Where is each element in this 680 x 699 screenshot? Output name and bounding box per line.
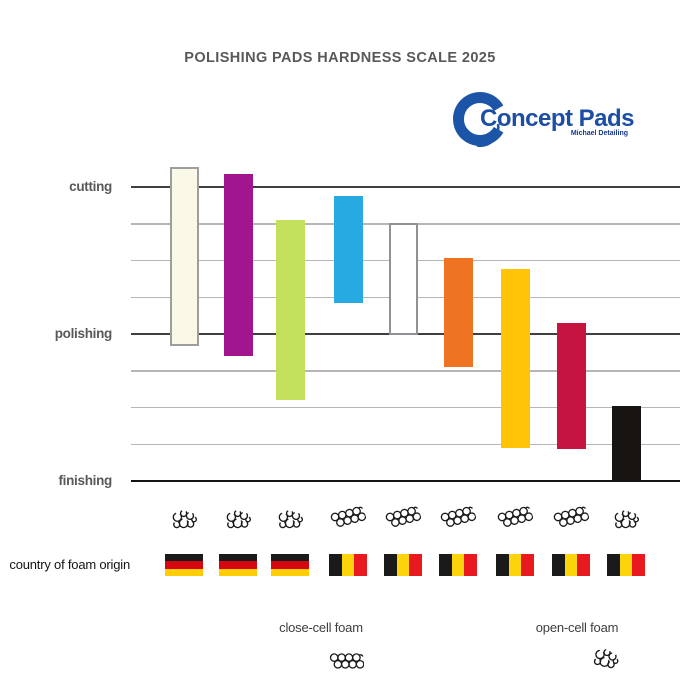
flag-stripe [271, 568, 309, 576]
flag-stripe [219, 561, 257, 569]
flag-stripe [464, 554, 478, 576]
flag-stripe [165, 568, 203, 576]
flag-stripe [577, 554, 591, 576]
pad-bar-blue [333, 196, 363, 304]
gridline-minor [131, 406, 680, 409]
flag-stripe [271, 554, 309, 562]
close-cell-foam-icon [329, 652, 365, 675]
brand-tagline: Michael Detailing [570, 130, 628, 137]
flag-germany [271, 554, 309, 576]
brand-ring-icon [453, 92, 504, 147]
pad-bar-yellow [500, 268, 530, 448]
flag-stripe [632, 554, 646, 576]
open-cell-foam-icon [592, 647, 619, 676]
open-cell-foam-icon [274, 505, 308, 540]
gridline-minor [131, 370, 680, 372]
flag-stripe [219, 568, 257, 576]
pad-bar-purple [223, 174, 253, 357]
close-cell-foam-icon [329, 504, 369, 535]
gridline-minor [131, 443, 680, 445]
flag-stripe [508, 554, 522, 576]
legend-open-cell-label: open-cell foam [535, 620, 619, 635]
flag-stripe [564, 554, 578, 576]
pad-bar-green [275, 220, 305, 401]
flag-germany [219, 554, 257, 576]
y-axis-label-finishing: finishing [58, 473, 112, 488]
y-axis-label-polishing: polishing [54, 326, 113, 341]
flag-belgium [329, 554, 368, 576]
close-cell-foam-icon [439, 504, 479, 535]
open-cell-foam-icon [168, 505, 202, 540]
flag-belgium [552, 554, 591, 576]
flag-belgium [384, 554, 423, 576]
y-axis-label-cutting: cutting [69, 179, 112, 194]
flag-stripe [619, 554, 633, 576]
flag-stripe [271, 561, 309, 569]
flag-stripe [329, 554, 342, 576]
flag-stripe [165, 554, 203, 562]
pad-bar-white [388, 223, 418, 336]
flag-stripe [451, 554, 465, 576]
open-cell-foam-icon [222, 505, 256, 540]
flag-stripe [396, 554, 410, 576]
pad-bar-orange [443, 257, 473, 368]
open-cell-foam-icon [610, 505, 644, 540]
chart-title: POLISHING PADS HARDNESS SCALE 2025 [184, 50, 496, 66]
brand-name: Concept Pads [480, 105, 635, 132]
flag-stripe [354, 554, 368, 576]
pad-bar-crimson [556, 322, 586, 450]
flag-stripe [165, 561, 203, 569]
close-cell-foam-icon [496, 504, 536, 535]
pad-bar-black [611, 406, 641, 481]
flag-stripe [552, 554, 565, 576]
legend-close-cell-label: close-cell foam [279, 620, 363, 635]
flag-stripe [439, 554, 452, 576]
x-axis-line [131, 479, 680, 483]
flag-stripe [409, 554, 423, 576]
flag-stripe [496, 554, 509, 576]
flag-stripe [384, 554, 397, 576]
close-cell-foam-icon [552, 504, 592, 535]
flag-stripe [521, 554, 535, 576]
flag-stripe [341, 554, 355, 576]
brand-logo: Concept Pads Michael Detailing [451, 89, 661, 153]
flag-stripe [607, 554, 620, 576]
pad-bar-ivory [169, 166, 199, 347]
flag-belgium [439, 554, 478, 576]
gridline-major [131, 186, 680, 188]
flag-belgium [607, 554, 646, 576]
close-cell-foam-icon [384, 504, 424, 535]
country-of-origin-label: country of foam origin [9, 557, 130, 572]
flag-germany [165, 554, 203, 576]
flag-stripe [219, 554, 257, 562]
flag-belgium [496, 554, 535, 576]
